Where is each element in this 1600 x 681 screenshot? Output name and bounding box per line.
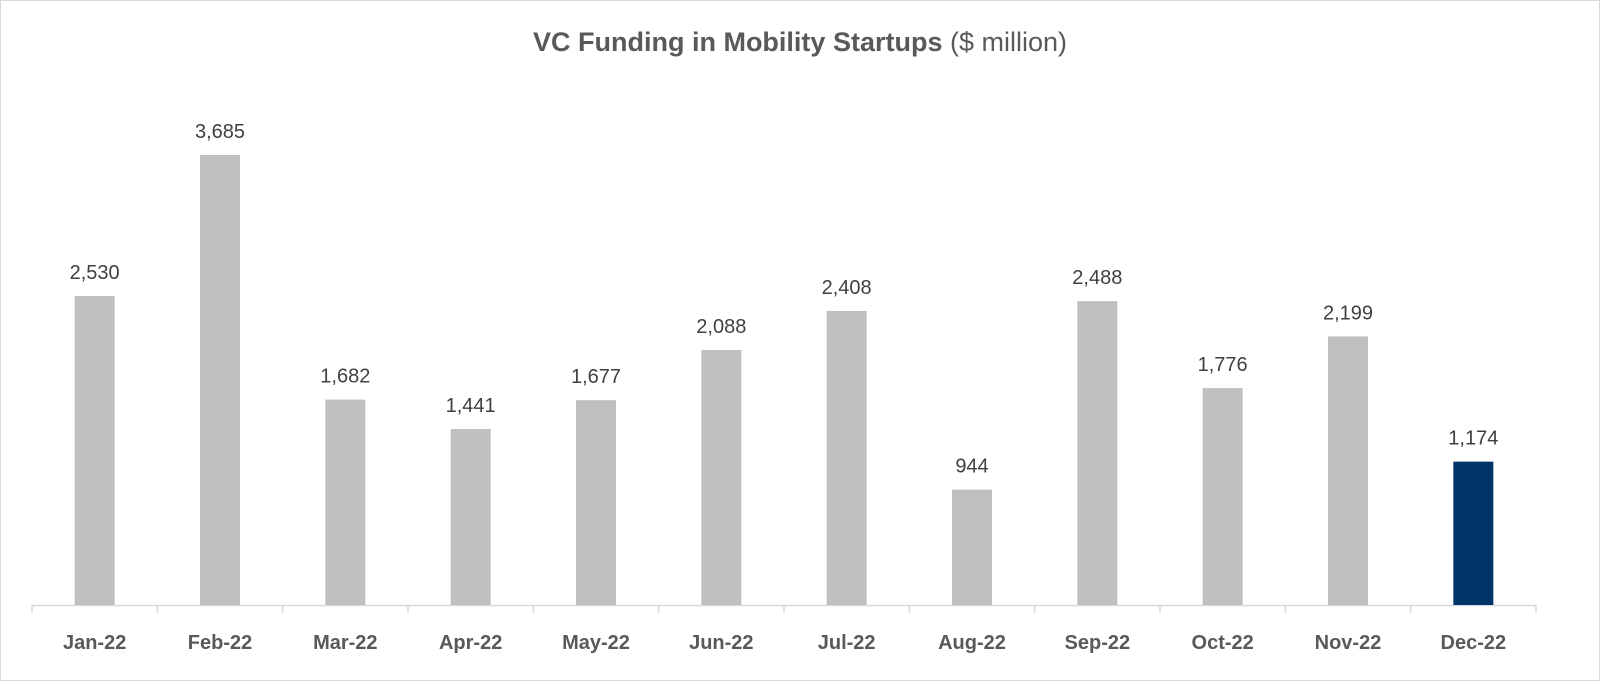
x-tick-label: Dec-22 (1441, 632, 1507, 654)
chart-title-unit: ($ million) (949, 27, 1068, 57)
bar-sep-22 (1077, 301, 1118, 605)
data-label: 2,408 (822, 277, 872, 299)
x-tick-label: Mar-22 (313, 632, 377, 654)
bar-apr-22 (450, 429, 491, 605)
bar-jun-22 (701, 350, 742, 605)
bar-feb-22 (200, 155, 240, 605)
data-label: 1,682 (320, 366, 370, 388)
x-tick-label: Jul-22 (818, 632, 876, 654)
data-label: 2,530 (70, 262, 120, 284)
data-label: 3,685 (195, 121, 245, 143)
x-tick-label: Nov-22 (1315, 632, 1382, 654)
x-tick-label: Oct-22 (1192, 632, 1254, 654)
data-label: 1,441 (446, 395, 496, 417)
x-tick-label: Feb-22 (188, 632, 252, 654)
x-tick-label: Jan-22 (63, 632, 126, 654)
bar-nov-22 (1328, 336, 1368, 605)
data-label: 1,174 (1448, 428, 1498, 450)
bar-jan-22 (74, 296, 115, 605)
data-label: 1,776 (1198, 354, 1248, 376)
data-label: 1,677 (571, 366, 621, 388)
data-label: 2,488 (1072, 267, 1122, 289)
data-label: 2,199 (1323, 302, 1373, 324)
bar-aug-22 (952, 489, 992, 605)
bar-may-22 (576, 400, 616, 605)
x-tick-label: Jun-22 (689, 632, 753, 654)
chart-title-main: VC Funding in Mobility Startups (532, 27, 943, 57)
x-tick-label: Aug-22 (938, 632, 1006, 654)
chart-title: VC Funding in Mobility Startups ($ milli… (1, 27, 1599, 58)
x-tick-label: Sep-22 (1065, 632, 1131, 654)
data-label: 944 (955, 456, 988, 478)
bar-oct-22 (1202, 388, 1243, 605)
x-tick-label: May-22 (562, 632, 630, 654)
x-tick-label: Apr-22 (439, 632, 502, 654)
data-label: 2,088 (696, 316, 746, 338)
bar-mar-22 (325, 399, 366, 605)
bar-dec-22 (1453, 461, 1494, 605)
bar-jul-22 (826, 310, 867, 605)
